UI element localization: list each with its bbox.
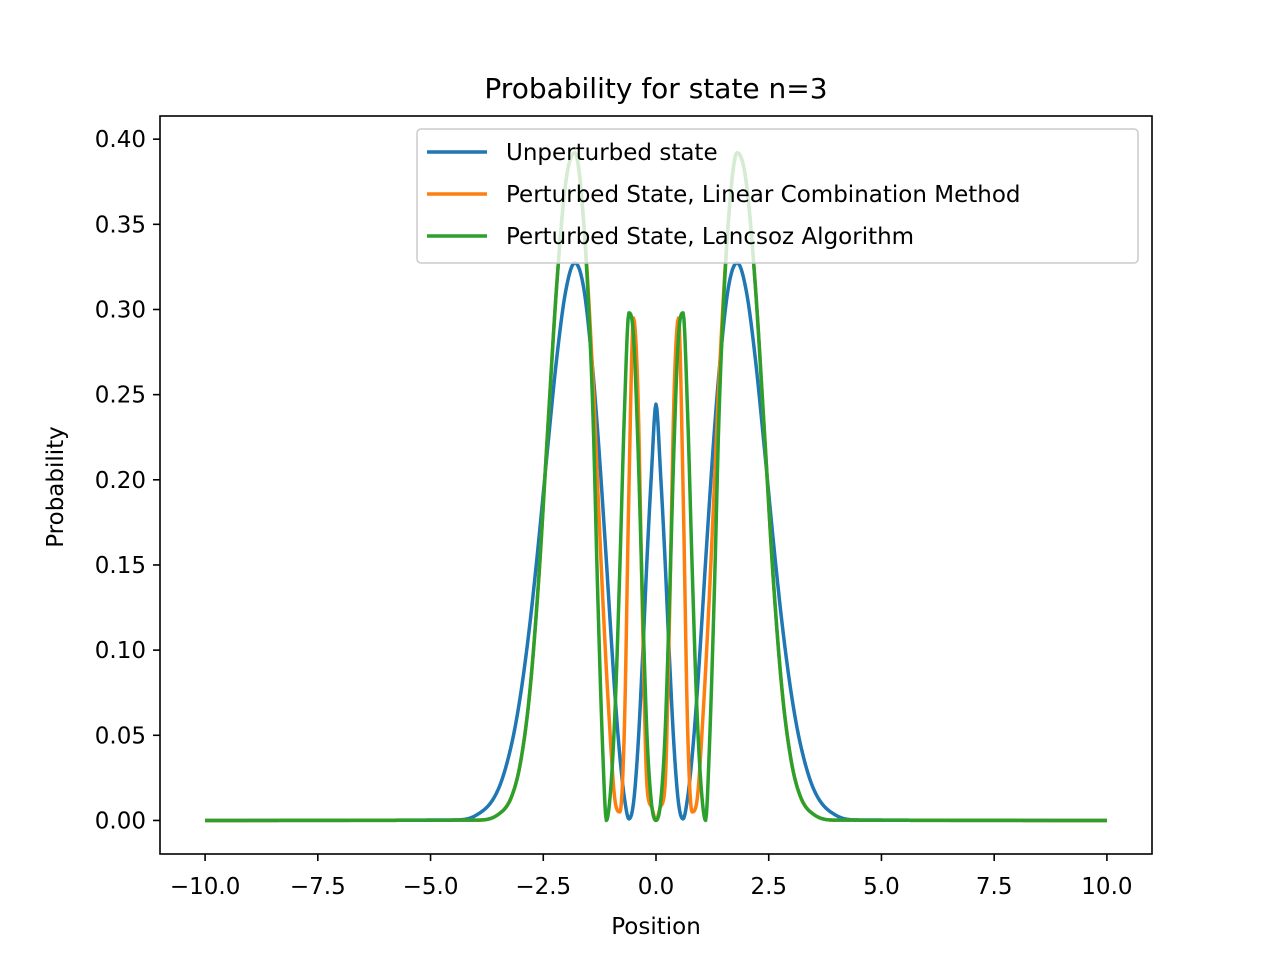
- y-tick-label: 0.05: [95, 723, 146, 749]
- x-tick-label: 0.0: [638, 874, 675, 900]
- legend-label-unperturbed: Unperturbed state: [506, 140, 718, 166]
- y-tick-label: 0.10: [95, 638, 146, 664]
- legend: Unperturbed state Perturbed State, Linea…: [416, 128, 1139, 264]
- x-tick-label: −7.5: [290, 874, 346, 900]
- y-tick-label: 0.35: [95, 212, 146, 238]
- x-tick-label: 5.0: [863, 874, 900, 900]
- y-tick-label: 0.40: [95, 127, 146, 153]
- legend-label-linear-combination: Perturbed State, Linear Combination Meth…: [506, 182, 1021, 208]
- legend-label-lanczos: Perturbed State, Lancsoz Algorithm: [506, 224, 914, 250]
- x-tick-label: 2.5: [750, 874, 787, 900]
- x-tick-label: 7.5: [976, 874, 1013, 900]
- chart-title: Probability for state n=3: [484, 72, 827, 105]
- y-axis-ticks: 0.00 0.05 0.10 0.15 0.20 0.25 0.30 0.35 0.40: [95, 127, 160, 834]
- series-line-lanczos: [204, 151, 1108, 823]
- x-tick-label: −2.5: [515, 874, 571, 900]
- x-tick-label: −10.0: [170, 874, 240, 900]
- x-tick-label: −5.0: [403, 874, 459, 900]
- x-axis-label: Position: [611, 914, 701, 940]
- y-tick-label: 0.20: [95, 468, 146, 494]
- x-tick-label: 10.0: [1081, 874, 1132, 900]
- y-tick-label: 0.15: [95, 553, 146, 579]
- y-axis-label: Probability: [43, 426, 69, 548]
- x-axis-ticks: −10.0 −7.5 −5.0 −2.5 0.0 2.5 5.0 7.5 10.0: [170, 854, 1133, 900]
- plot-lines: [204, 151, 1108, 823]
- legend-box: [416, 128, 1139, 264]
- y-tick-label: 0.30: [95, 297, 146, 323]
- y-tick-label: 0.00: [95, 808, 146, 834]
- y-tick-label: 0.25: [95, 383, 146, 409]
